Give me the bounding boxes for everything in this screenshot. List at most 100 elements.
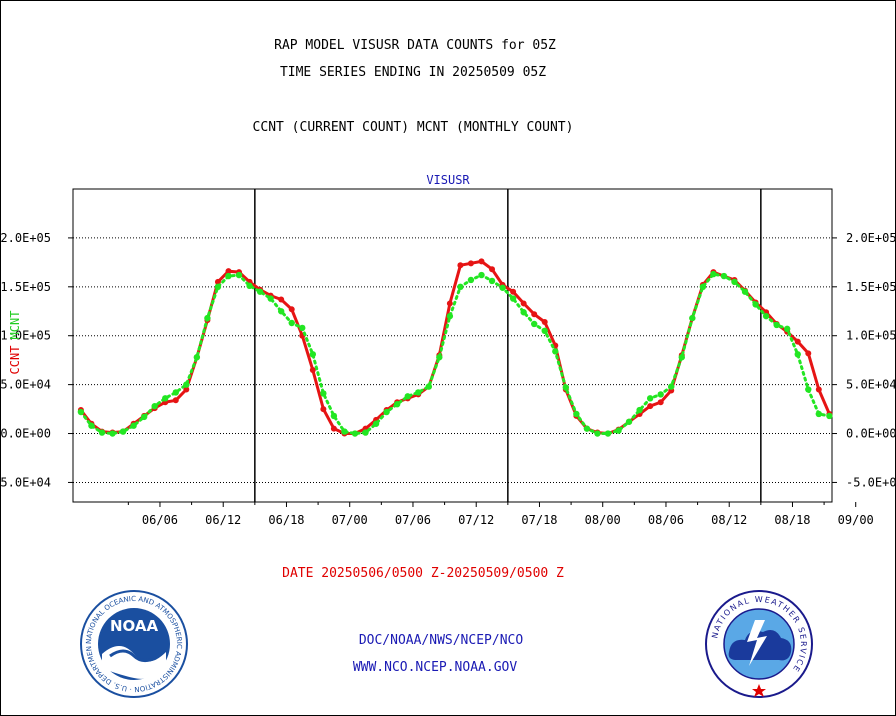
data-point-mcnt <box>288 319 295 327</box>
noaa-logo: NOAA NATIONAL OCEANIC AND ATMOSPHERIC AD… <box>80 590 188 698</box>
data-point-mcnt <box>214 283 222 291</box>
data-point-mcnt <box>541 327 548 335</box>
data-point-mcnt <box>731 278 738 286</box>
nws-logo: NATIONAL WEATHER SERVICE <box>705 590 813 698</box>
data-point-ccnt <box>531 311 538 318</box>
left-axis-label-mcnt: MCNT <box>8 311 22 340</box>
data-point-mcnt <box>657 391 664 398</box>
data-point-ccnt <box>478 258 485 265</box>
x-tick-label: 06/12 <box>205 513 241 527</box>
y-tick-label-right: 2.0E+05 <box>846 231 896 245</box>
data-point-ccnt <box>288 306 295 313</box>
y-tick-label-left: 5.0E+04 <box>0 378 51 392</box>
y-tick-label-right: -5.0E+04 <box>846 475 896 489</box>
data-point-mcnt <box>404 393 411 400</box>
data-point-mcnt <box>351 430 359 437</box>
chart-title-line-1: RAP MODEL VISUSR DATA COUNTS for 05Z <box>274 38 556 53</box>
data-point-mcnt <box>151 402 158 410</box>
data-point-mcnt <box>204 314 211 322</box>
data-point-mcnt <box>277 308 285 315</box>
data-point-mcnt <box>446 312 454 320</box>
data-point-mcnt <box>646 395 654 402</box>
data-point-ccnt <box>457 262 464 269</box>
data-point-mcnt <box>552 348 559 355</box>
data-point-mcnt <box>509 295 517 302</box>
data-point-mcnt <box>109 430 116 437</box>
data-point-mcnt <box>267 295 274 302</box>
data-point-mcnt <box>604 430 612 437</box>
x-tick-label: 06/06 <box>142 513 178 527</box>
noaa-logo-text: NOAA <box>110 617 159 635</box>
data-point-mcnt <box>583 425 591 432</box>
x-tick-label: 07/18 <box>521 513 557 527</box>
data-point-mcnt <box>330 412 338 420</box>
data-point-ccnt <box>510 288 517 295</box>
date-range-label: DATE 20250506/0500 Z-20250509/0500 Z <box>282 566 564 581</box>
data-point-ccnt <box>467 260 474 267</box>
x-tick-label: 09/00 <box>838 513 874 527</box>
x-tick-label: 06/18 <box>268 513 304 527</box>
data-point-mcnt <box>88 422 95 429</box>
data-point-mcnt <box>172 389 179 396</box>
data-point-mcnt <box>183 381 190 388</box>
data-point-mcnt <box>689 314 696 322</box>
org-label: DOC/NOAA/NWS/NCEP/NCO <box>358 633 524 648</box>
data-point-mcnt <box>140 413 148 421</box>
data-point-mcnt <box>256 288 264 295</box>
data-point-mcnt <box>815 410 823 418</box>
data-point-mcnt <box>636 406 643 414</box>
data-point-mcnt <box>783 325 791 333</box>
x-tick-label: 07/06 <box>395 513 431 527</box>
website-label: WWW.NCO.NCEP.NOAA.GOV <box>352 660 518 675</box>
data-point-mcnt <box>752 301 759 308</box>
data-point-mcnt <box>225 272 232 280</box>
y-tick-label-right: 1.5E+05 <box>846 280 896 294</box>
data-point-mcnt <box>320 390 327 397</box>
data-point-mcnt <box>193 354 201 361</box>
x-tick-label: 07/12 <box>458 513 494 527</box>
data-point-mcnt <box>826 412 833 420</box>
data-point-ccnt <box>520 300 527 307</box>
x-tick-label: 08/12 <box>711 513 747 527</box>
data-point-ccnt <box>225 268 232 275</box>
data-point-mcnt <box>594 430 601 437</box>
data-point-ccnt <box>330 425 337 432</box>
data-point-mcnt <box>699 283 707 291</box>
data-point-mcnt <box>415 389 422 396</box>
data-point-mcnt <box>383 408 390 416</box>
data-point-mcnt <box>309 351 317 358</box>
data-point-mcnt <box>77 408 85 416</box>
data-point-mcnt <box>98 429 106 436</box>
y-tick-label-right: 5.0E+04 <box>846 378 896 392</box>
y-tick-label-left: 2.0E+05 <box>0 231 51 245</box>
data-point-mcnt <box>457 283 464 291</box>
data-point-mcnt <box>246 282 253 290</box>
data-point-mcnt <box>130 422 137 429</box>
data-point-mcnt <box>499 284 506 291</box>
data-point-mcnt <box>794 351 801 358</box>
data-point-ccnt <box>815 386 822 393</box>
data-point-mcnt <box>668 383 675 390</box>
data-point-mcnt <box>530 320 538 328</box>
data-point-mcnt <box>741 288 749 295</box>
series-legend-line: CCNT (CURRENT COUNT) MCNT (MONTHLY COUNT… <box>252 120 574 135</box>
y-tick-label-left: -5.0E+04 <box>0 475 51 489</box>
data-point-mcnt <box>710 270 717 278</box>
data-point-mcnt <box>299 324 306 332</box>
data-point-mcnt <box>573 410 580 418</box>
data-point-mcnt <box>773 321 780 329</box>
data-point-mcnt <box>615 427 622 434</box>
data-point-ccnt <box>183 386 190 393</box>
data-point-ccnt <box>172 397 179 404</box>
data-point-mcnt <box>393 400 401 408</box>
plot-title: VISUSR <box>426 173 470 187</box>
data-point-ccnt <box>320 406 327 413</box>
data-point-mcnt <box>805 386 812 393</box>
data-point-mcnt <box>425 383 432 390</box>
data-point-mcnt <box>520 309 527 316</box>
data-point-ccnt <box>278 296 285 303</box>
data-point-ccnt <box>446 300 453 307</box>
data-point-mcnt <box>562 384 570 391</box>
data-point-mcnt <box>478 271 485 279</box>
y-tick-label-left: 1.5E+05 <box>0 280 51 294</box>
